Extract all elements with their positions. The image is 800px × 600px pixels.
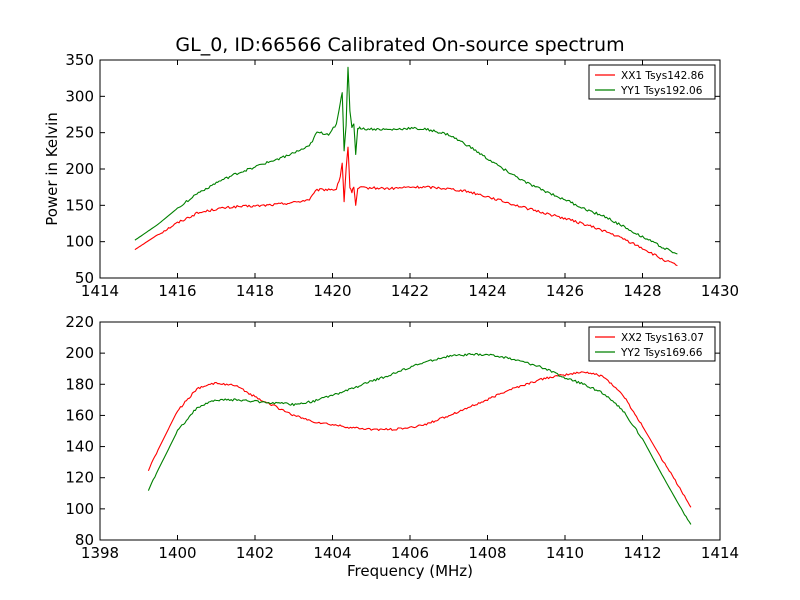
x-tick-label: 1404 xyxy=(313,544,351,562)
legend-label: YY2 Tsys169.66 xyxy=(620,347,703,359)
top-plot-panel: 1414 1416 1418 1420 1422 1424 1426 1428 1430 50 10… xyxy=(65,51,739,300)
legend-label: XX1 Tsys142.86 xyxy=(621,70,704,82)
x-tick-label: 1398 xyxy=(81,544,119,562)
x-tick-label: 1408 xyxy=(468,544,506,562)
y-tick-label: 100 xyxy=(65,500,94,518)
x-tick-label: 1412 xyxy=(623,544,661,562)
series-line-xx2 xyxy=(147,371,692,508)
y-tick-label: 220 xyxy=(65,313,94,331)
x-tick-label: 1414 xyxy=(81,282,119,300)
legend-label: XX2 Tsys163.07 xyxy=(621,332,704,344)
legend: XX2 Tsys163.07 YY2 Tsys169.66 xyxy=(588,326,716,362)
x-tick-label: 1420 xyxy=(313,282,351,300)
y-tick-label: 100 xyxy=(65,233,94,251)
y-tick-label: 200 xyxy=(65,160,94,178)
series-line-yy2 xyxy=(147,353,692,525)
x-tick-label: 1406 xyxy=(391,544,429,562)
y-tick-label: 150 xyxy=(65,196,94,214)
x-tick-label: 1426 xyxy=(546,282,584,300)
y-tick-label: 160 xyxy=(65,406,94,424)
y-tick-label: 180 xyxy=(65,375,94,393)
y-tick-label: 250 xyxy=(65,124,94,142)
x-tick-label: 1400 xyxy=(158,544,196,562)
x-tick-label: 1424 xyxy=(468,282,506,300)
y-tick-label: 120 xyxy=(65,469,94,487)
x-axis-label: Frequency (MHz) xyxy=(346,562,474,580)
y-tick-label: 350 xyxy=(65,51,94,69)
x-tick-label: 1414 xyxy=(701,544,739,562)
x-tick-label: 1418 xyxy=(236,282,274,300)
chart-title: GL_0, ID:66566 Calibrated On-source spec… xyxy=(175,34,625,56)
bottom-plot-panel: 1398 1400 1402 1404 1406 1408 1410 1412 1414 80 10… xyxy=(65,313,739,562)
series-line-xx1 xyxy=(134,146,678,267)
y-tick-label: 300 xyxy=(65,87,94,105)
y-tick-label: 80 xyxy=(75,531,94,549)
series-line-yy1 xyxy=(134,66,678,255)
x-tick-label: 1428 xyxy=(623,282,661,300)
x-tick-label: 1422 xyxy=(391,282,429,300)
legend-box xyxy=(588,326,716,362)
x-tick-label: 1410 xyxy=(546,544,584,562)
legend: XX1 Tsys142.86 YY1 Tsys192.06 xyxy=(588,64,716,100)
legend-box xyxy=(588,64,716,100)
x-tick-label: 1430 xyxy=(701,282,739,300)
legend-label: YY1 Tsys192.06 xyxy=(620,85,703,97)
x-tick-label: 1402 xyxy=(236,544,274,562)
y-tick-label: 200 xyxy=(65,344,94,362)
x-tick-label: 1416 xyxy=(158,282,196,300)
y-tick-label: 50 xyxy=(75,269,94,287)
y-tick-label: 140 xyxy=(65,438,94,456)
